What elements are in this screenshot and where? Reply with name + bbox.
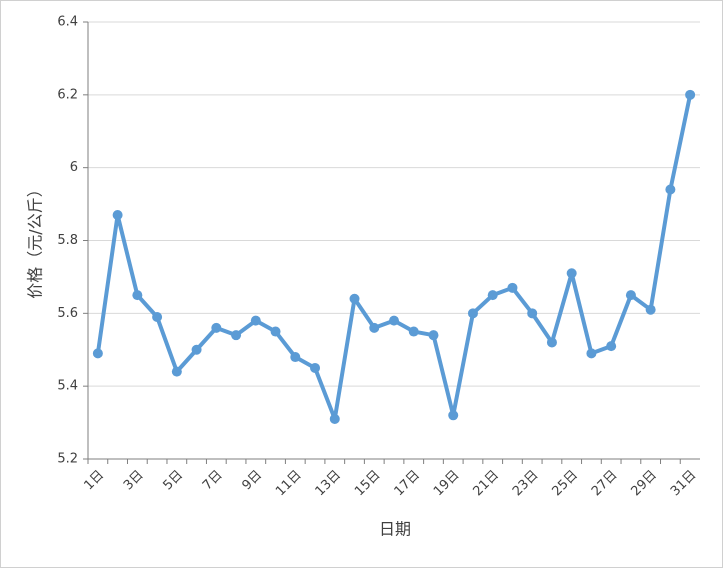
point [389, 315, 399, 326]
point [152, 311, 163, 322]
point [250, 315, 261, 326]
point [211, 322, 222, 333]
point [546, 337, 557, 348]
x-axis-label: 日期 [379, 520, 411, 539]
point [665, 184, 676, 195]
point [369, 322, 380, 333]
point [448, 410, 459, 421]
point [112, 210, 123, 221]
y-axis-label: 价格（元/公斤） [26, 181, 45, 298]
y-tick-label: 6.2 [57, 87, 78, 102]
point [625, 290, 636, 301]
point [467, 308, 478, 319]
point [329, 413, 340, 424]
point [191, 344, 202, 355]
point [310, 362, 321, 373]
point [606, 341, 617, 352]
point [586, 348, 597, 359]
point [685, 89, 696, 100]
point [92, 348, 103, 359]
y-tick-label: 5.2 [57, 452, 78, 467]
point [349, 293, 360, 304]
point [487, 290, 498, 301]
point [428, 330, 439, 341]
point [231, 330, 242, 341]
y-tick-label: 5.8 [57, 233, 78, 248]
point [527, 308, 538, 319]
point [171, 366, 182, 377]
point [408, 326, 419, 337]
y-tick-label: 6 [70, 160, 78, 175]
y-tick-label: 5.6 [57, 306, 78, 321]
point [645, 304, 656, 315]
point [566, 268, 577, 279]
y-tick-label: 5.4 [57, 379, 78, 394]
point [290, 352, 301, 363]
point [132, 290, 143, 301]
y-tick-label: 6.4 [57, 15, 78, 30]
point [270, 326, 281, 337]
point [507, 282, 518, 293]
